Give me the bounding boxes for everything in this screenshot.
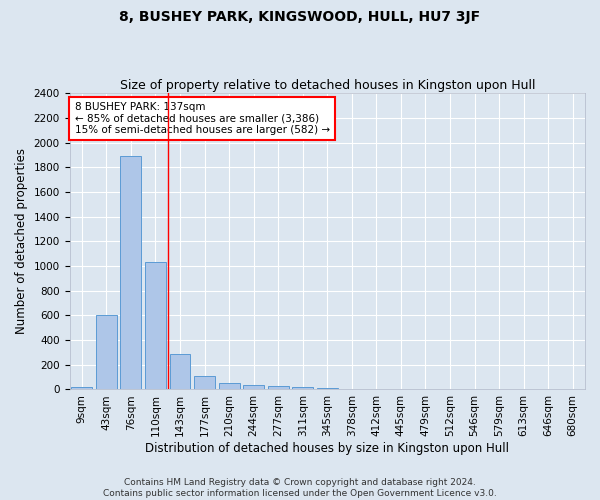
Bar	[268, 386, 289, 390]
Text: 8, BUSHEY PARK, KINGSWOOD, HULL, HU7 3JF: 8, BUSHEY PARK, KINGSWOOD, HULL, HU7 3JF	[119, 10, 481, 24]
Text: Contains HM Land Registry data © Crown copyright and database right 2024.
Contai: Contains HM Land Registry data © Crown c…	[103, 478, 497, 498]
Bar	[194, 376, 215, 390]
Bar	[121, 156, 142, 390]
Text: 8 BUSHEY PARK: 137sqm
← 85% of detached houses are smaller (3,386)
15% of semi-d: 8 BUSHEY PARK: 137sqm ← 85% of detached …	[74, 102, 330, 136]
Y-axis label: Number of detached properties: Number of detached properties	[15, 148, 28, 334]
Bar	[145, 262, 166, 390]
Bar	[243, 384, 264, 390]
Bar	[292, 387, 313, 390]
Bar	[170, 354, 190, 390]
X-axis label: Distribution of detached houses by size in Kingston upon Hull: Distribution of detached houses by size …	[145, 442, 509, 455]
Bar	[341, 389, 362, 390]
Bar	[218, 384, 239, 390]
Bar	[96, 316, 117, 390]
Title: Size of property relative to detached houses in Kingston upon Hull: Size of property relative to detached ho…	[119, 79, 535, 92]
Bar	[317, 388, 338, 390]
Bar	[71, 387, 92, 390]
